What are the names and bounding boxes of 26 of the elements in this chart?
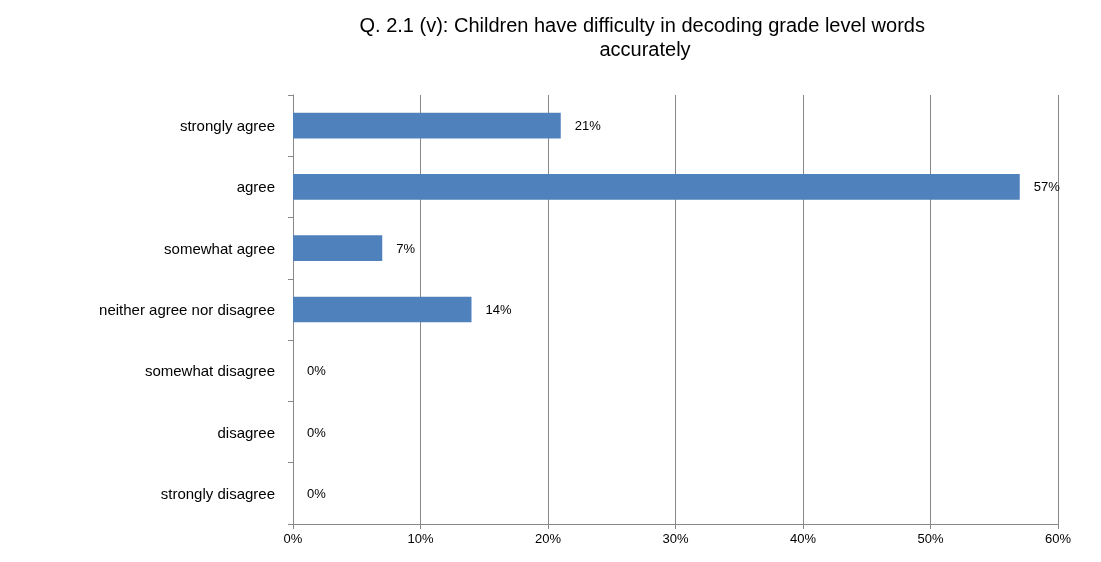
x-tick-label: 20% <box>534 531 562 546</box>
x-tick-label: 60% <box>1044 531 1072 546</box>
x-tick-label: 30% <box>662 531 689 546</box>
bar <box>293 112 561 139</box>
data-label: 7% <box>396 240 416 256</box>
bar <box>293 235 383 262</box>
y-tick-label: agree <box>236 178 275 196</box>
y-tick-label: somewhat agree <box>164 239 275 257</box>
y-tick-label: neither agree nor disagree <box>99 301 275 318</box>
data-label: 57% <box>1033 179 1061 195</box>
y-tick-label: strongly agree <box>179 117 275 135</box>
data-label: 14% <box>485 302 512 317</box>
bar <box>293 296 472 323</box>
chart-title: Q. 2.1 (v): Children have difficulty in decoding grade level words accurately <box>359 14 931 60</box>
data-label: 0% <box>307 424 327 440</box>
data-label: 0% <box>307 363 327 379</box>
x-tick-label: 50% <box>917 531 944 546</box>
data-label: 0% <box>307 485 327 501</box>
x-tick-label: 10% <box>407 531 434 546</box>
y-tick-label: somewhat disagree <box>144 362 275 380</box>
y-tick-label: disagree <box>217 423 275 441</box>
bar <box>293 174 1020 200</box>
y-tick-label: strongly disagree <box>160 484 275 502</box>
data-label: 21% <box>574 118 602 134</box>
x-tick-label: 40% <box>789 531 817 546</box>
x-tick-label: 0% <box>283 531 303 546</box>
